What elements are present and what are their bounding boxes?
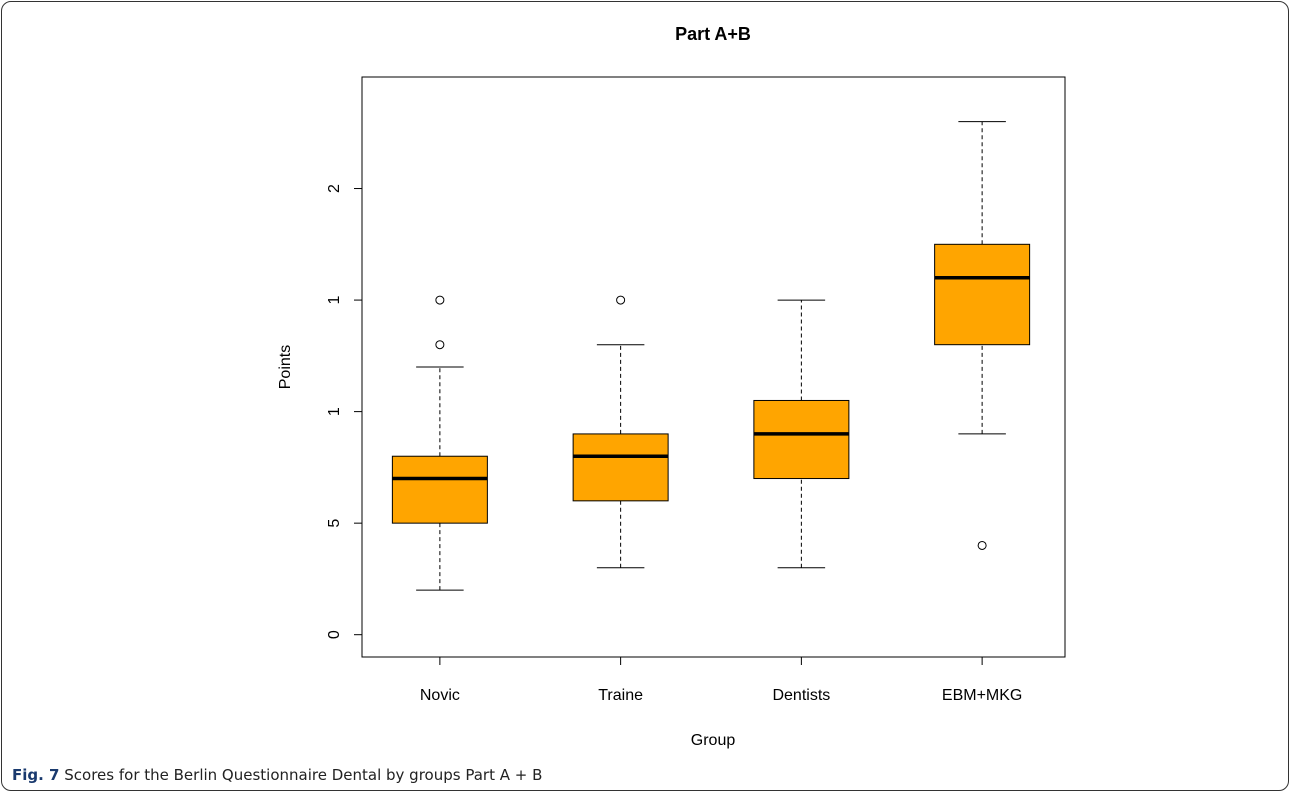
caption-label: Fig. 7 bbox=[12, 766, 60, 784]
box bbox=[934, 243, 1031, 346]
box bbox=[753, 399, 850, 480]
x-tick-label: Novic bbox=[420, 687, 460, 704]
x-tick-label: EBM+MKG bbox=[942, 687, 1022, 704]
chart-title: Part A+B bbox=[675, 24, 751, 44]
y-tick-label: 2 bbox=[326, 184, 343, 193]
box bbox=[572, 433, 669, 502]
outlier bbox=[435, 340, 445, 350]
y-tick-label: 5 bbox=[326, 519, 343, 528]
outlier bbox=[616, 295, 626, 305]
y-tick-label: 1 bbox=[326, 296, 343, 305]
caption-text: Scores for the Berlin Questionnaire Dent… bbox=[64, 766, 543, 784]
caption: Fig. 7 Scores for the Berlin Questionnai… bbox=[12, 766, 542, 784]
outlier bbox=[435, 295, 445, 305]
y-axis-label: Points bbox=[277, 345, 294, 389]
plot-frame bbox=[361, 76, 1066, 658]
box bbox=[391, 455, 488, 524]
y-tick-label: 1 bbox=[326, 407, 343, 416]
x-tick-label: Traine bbox=[598, 687, 643, 704]
y-tick-label: 0 bbox=[326, 630, 343, 639]
x-tick-label: Dentists bbox=[772, 687, 830, 704]
outlier bbox=[977, 540, 987, 550]
x-axis-label: Group bbox=[691, 732, 736, 749]
